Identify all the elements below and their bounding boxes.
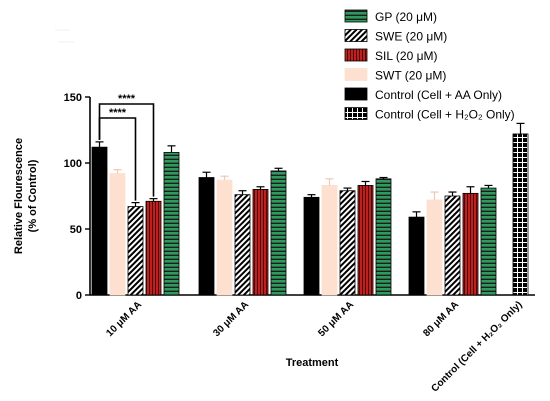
bar [127,206,144,296]
y-tick-label: 0 [76,290,82,302]
bar [270,170,287,296]
legend-swatch [344,29,368,42]
legend-swatch [344,48,368,62]
x-axis-label: Treatment [286,357,339,369]
significance-bracket [98,117,137,201]
legend-swatch [344,9,368,23]
significance-label: **** [109,107,127,119]
y-tick-label: 150 [64,92,82,104]
bar [163,152,180,296]
bar [512,133,529,296]
x-tick-label: 10 μM AA [104,299,144,339]
bar [357,185,374,296]
y-axis-label: Relative Flourescence (% of Control) [13,138,39,254]
bar [444,195,461,296]
decorative-marks [55,29,74,43]
legend-label: SWE (20 μM) [375,30,447,44]
bar [426,199,443,296]
bar [216,179,233,296]
bars: 10 μM AA 30 μM AA 50 μM AA 80 μM AAControl … [91,122,529,395]
legend-swatch [344,68,368,81]
bar [408,216,425,296]
bar [109,173,126,296]
y-axis-label-line: Relative Flourescence [13,138,25,254]
legend-swatch [344,107,368,120]
legend-label: Control (Cell + AA Only) [375,88,502,102]
bar [252,188,269,296]
bar [339,190,356,296]
bar [91,146,108,296]
bar [375,178,392,296]
axes: 0 50 100 150 Relative Flourescence (% of Cont… [13,92,535,369]
significance-annotations: **** **** [98,93,155,201]
legend-label: SWT (20 μM) [375,69,446,83]
significance-label: **** [118,93,136,105]
bar [480,187,497,296]
bar [145,200,162,296]
bar [321,185,338,296]
y-tick-label: 50 [70,224,82,236]
bar [303,196,320,296]
x-tick-label: 50 μM AA [316,299,356,339]
x-tick-label: 30 μM AA [211,299,251,339]
legend-label: GP (20 μM) [375,10,437,24]
y-axis-label-line: (% of Control) [27,159,39,232]
legend-swatch [344,87,368,101]
bar [234,194,251,296]
legend: GP (20 μM) SWE (20 μM) SIL (20 μM) SWT (20 … [344,9,515,122]
legend-label: SIL (20 μM) [375,49,437,63]
bar [462,192,479,296]
legend-label: Control (Cell + H₂O₂ Only) [375,108,515,122]
y-tick-label: 100 [64,158,82,170]
bar [198,177,215,296]
x-tick-label: 80 μM AA [421,299,461,339]
